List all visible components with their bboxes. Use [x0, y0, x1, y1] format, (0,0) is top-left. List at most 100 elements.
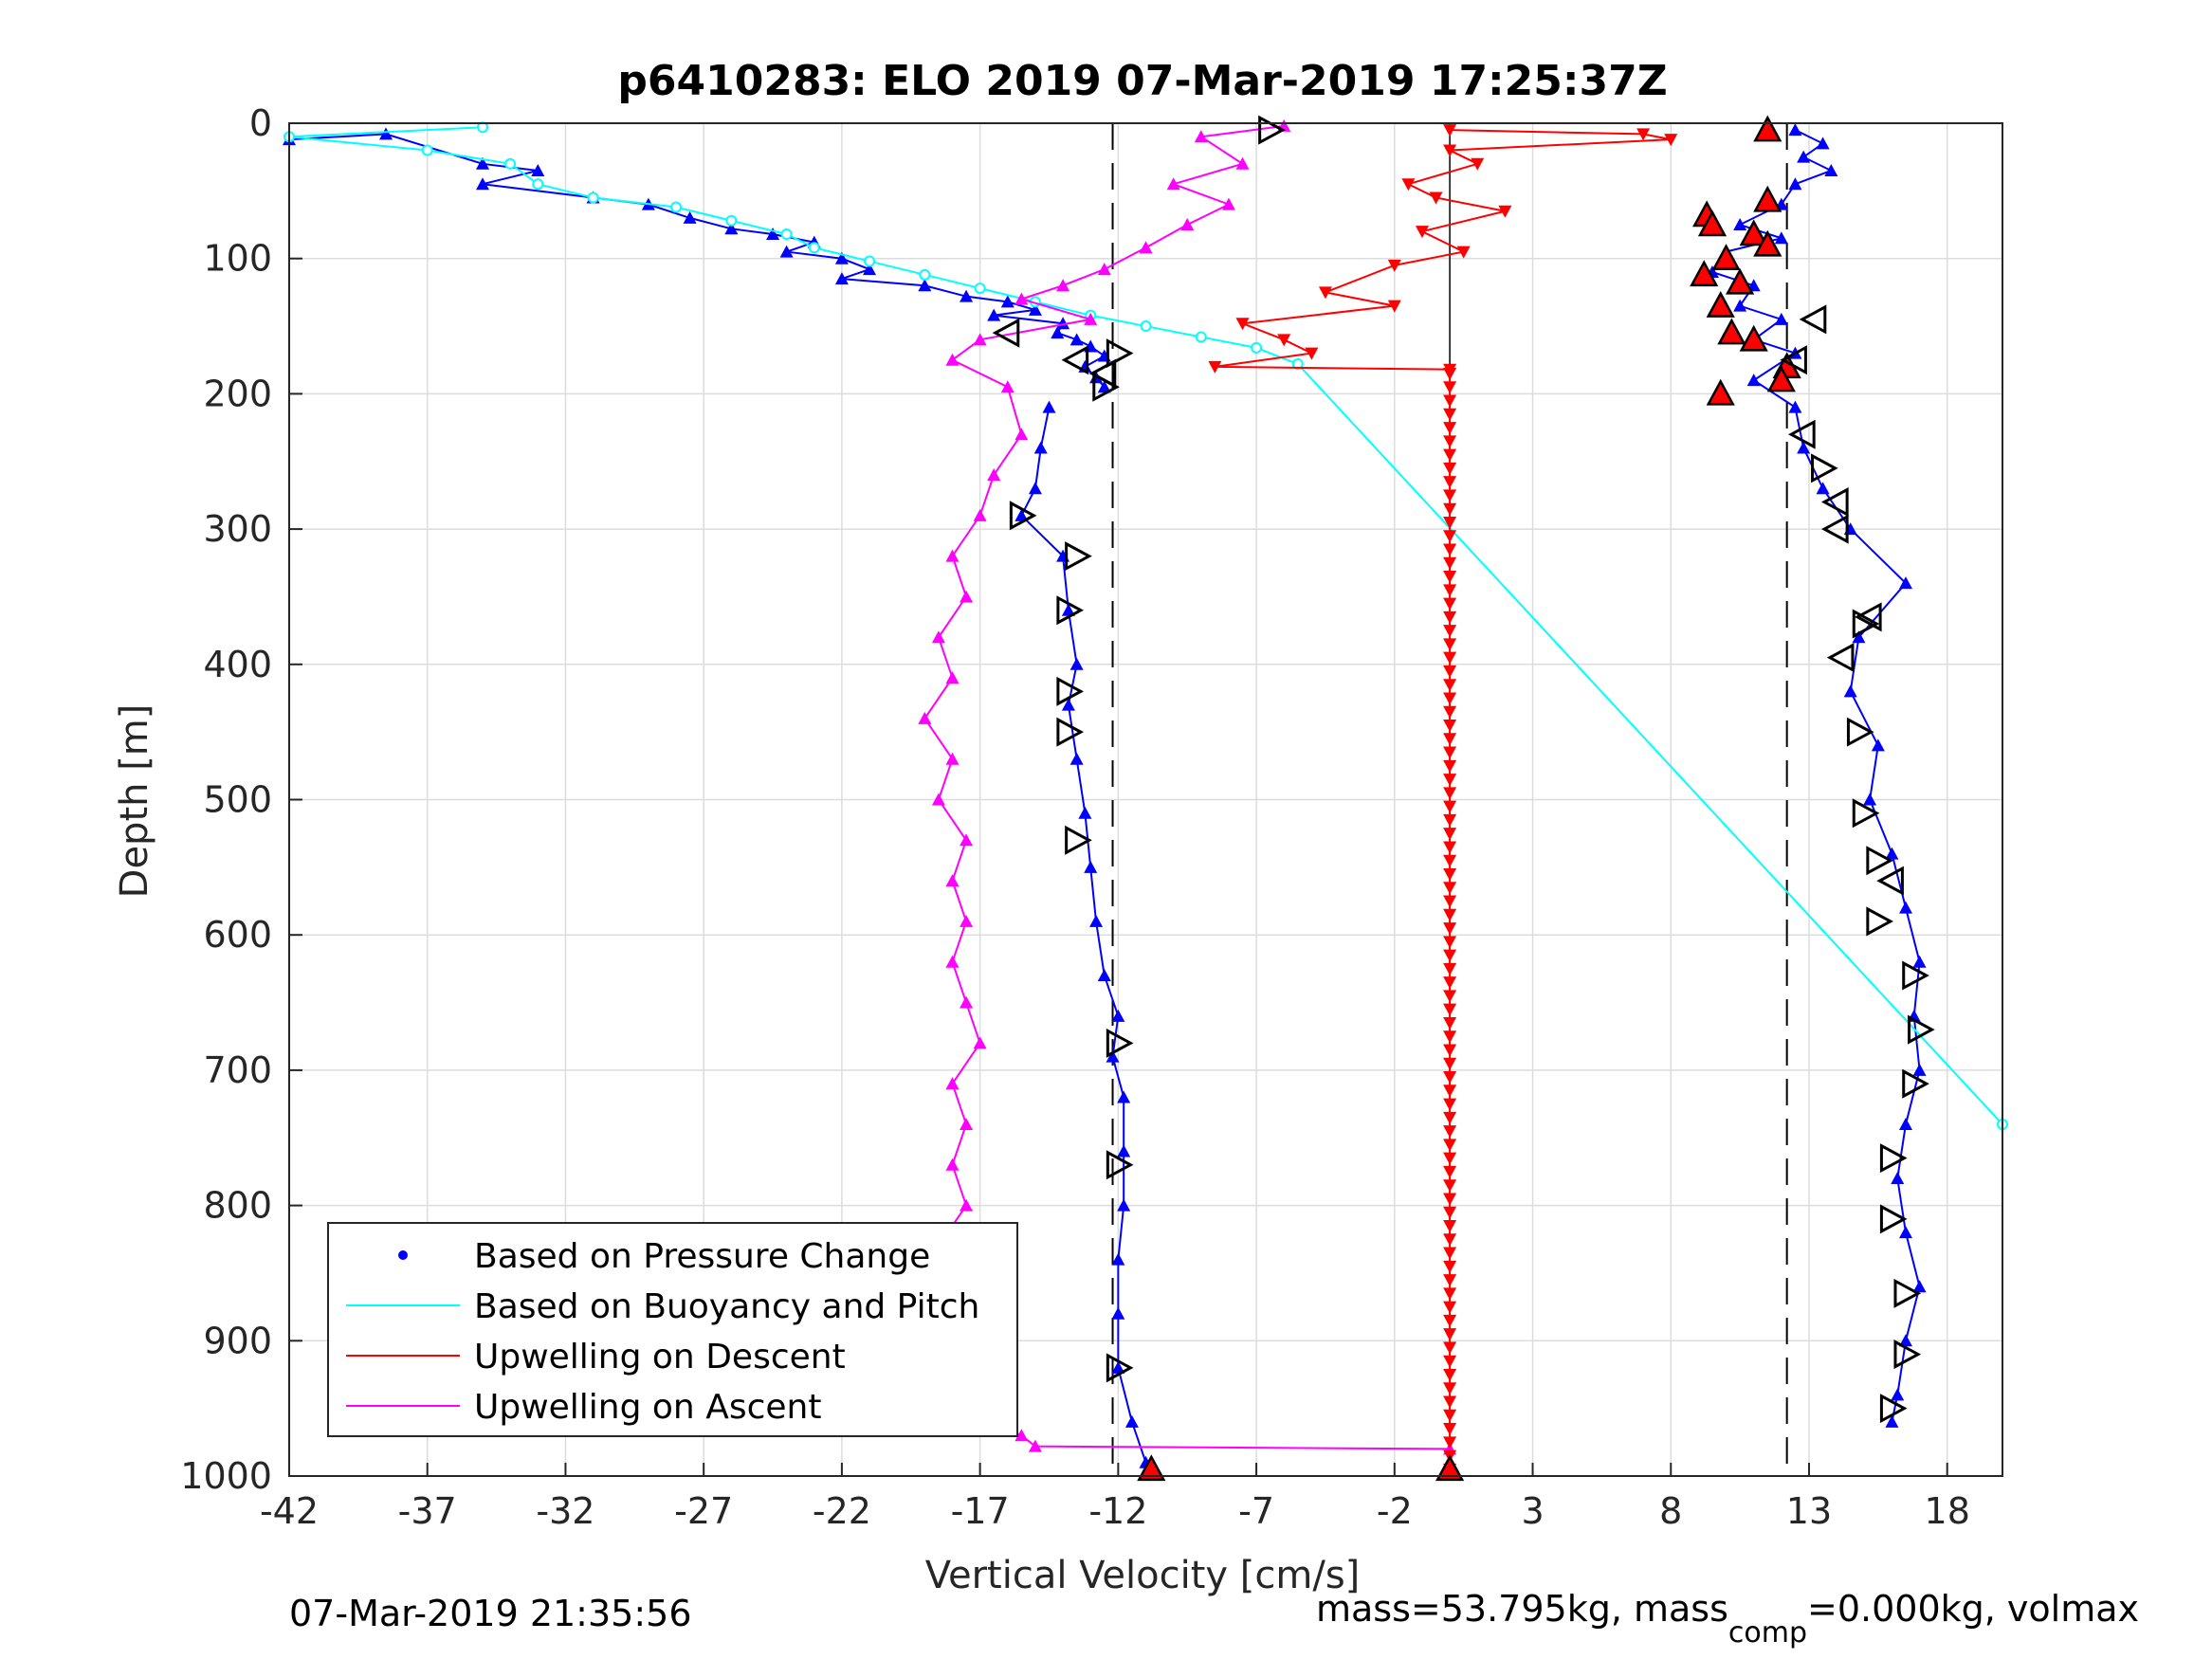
data-point	[1443, 1355, 1457, 1368]
data-point	[960, 1117, 974, 1130]
y-tick-label: 400	[203, 644, 272, 685]
data-point	[1443, 448, 1457, 462]
marker-triangle-right	[1106, 1150, 1134, 1180]
data-point	[1443, 543, 1457, 556]
x-tick-label: 3	[1521, 1490, 1544, 1532]
data-point	[1277, 334, 1291, 347]
data-point	[1912, 1063, 1927, 1076]
x-tick-label: -32	[536, 1490, 594, 1532]
data-point	[1443, 895, 1457, 908]
data-point	[1788, 400, 1802, 413]
data-point	[945, 752, 960, 765]
data-point	[1746, 374, 1761, 387]
y-tick-label: 600	[203, 914, 272, 956]
y-axis-label: Depth [m]	[113, 704, 156, 899]
marker-triangle-left	[1088, 358, 1117, 389]
data-point	[918, 279, 932, 292]
data-point	[1443, 530, 1457, 543]
descent-upwelling-stem	[1443, 367, 1457, 1463]
data-point	[1387, 300, 1401, 313]
data-point	[1139, 241, 1153, 254]
y-tick-label: 1000	[180, 1455, 272, 1497]
data-point	[1898, 576, 1912, 590]
data-point	[1852, 630, 1866, 644]
data-point	[1194, 130, 1208, 143]
marker-triangle-left	[1820, 487, 1849, 518]
data-point	[1443, 1423, 1457, 1436]
data-point	[1097, 969, 1111, 982]
series-line	[288, 133, 1106, 388]
data-point	[1443, 976, 1457, 990]
data-point	[1443, 584, 1457, 597]
data-point	[1305, 347, 1319, 360]
legend-swatch-pressure	[398, 1250, 408, 1260]
marker-triangle-up	[1137, 1454, 1166, 1482]
data-point	[960, 590, 974, 603]
data-point	[683, 210, 697, 224]
data-point	[1898, 1226, 1912, 1239]
data-point	[1443, 1057, 1457, 1070]
data-point	[1733, 299, 1747, 312]
data-point	[1443, 1179, 1457, 1193]
data-point	[1443, 1193, 1457, 1206]
x-tick-label: -27	[674, 1490, 733, 1532]
data-point	[1443, 990, 1457, 1003]
marker-triangle-right	[1846, 717, 1874, 747]
marker-triangle-up	[1753, 229, 1782, 257]
data-point	[960, 914, 974, 927]
data-point	[1912, 955, 1927, 968]
marker-triangle-right	[1879, 1143, 1908, 1174]
marker-triangle-right	[1811, 453, 1838, 483]
data-point	[973, 333, 987, 346]
data-point	[1028, 302, 1042, 316]
data-point	[1498, 205, 1512, 218]
data-point	[1443, 1111, 1457, 1124]
marker-triangle-up	[1711, 244, 1741, 270]
x-tick-label: -22	[813, 1490, 871, 1532]
data-point	[1443, 1098, 1457, 1111]
data-point	[1443, 867, 1457, 881]
data-point	[1124, 1414, 1139, 1428]
data-point	[725, 214, 738, 227]
data-point	[1443, 1328, 1457, 1341]
data-point	[808, 242, 820, 254]
data-point	[1443, 922, 1457, 936]
marker-triangle-up	[1766, 365, 1796, 392]
chart-title: p6410283: ELO 2019 07-Mar-2019 17:25:37Z	[617, 57, 1667, 105]
marker-triangle-up	[1717, 318, 1746, 345]
y-tick-label: 900	[203, 1320, 272, 1361]
marker-triangle-right	[1056, 595, 1085, 626]
marker-triangle-up	[1739, 324, 1768, 352]
data-point	[1443, 611, 1457, 624]
data-point	[1443, 1382, 1457, 1395]
data-point	[670, 201, 683, 213]
marker-layer	[992, 115, 1935, 1482]
data-point	[1788, 123, 1802, 137]
data-point	[1443, 422, 1457, 435]
data-point	[1443, 502, 1457, 516]
marker-triangle-right	[1852, 609, 1880, 639]
data-point	[1015, 292, 1029, 305]
data-point	[1443, 408, 1457, 421]
marker-triangle-right	[1893, 1278, 1922, 1308]
data-point	[1401, 178, 1416, 191]
marker-triangle-left	[1061, 345, 1089, 375]
x-tick-label: -17	[951, 1490, 1010, 1532]
footer-timestamp: 07-Mar-2019 21:35:56	[289, 1593, 692, 1634]
data-point	[1069, 333, 1084, 346]
data-point	[973, 508, 987, 521]
data-point	[1443, 476, 1457, 489]
data-point	[1443, 1274, 1457, 1287]
data-point	[1443, 1233, 1457, 1247]
data-point	[1885, 1414, 1899, 1428]
data-point	[1891, 1172, 1905, 1185]
data-point	[1443, 1260, 1457, 1273]
y-tick-label: 700	[203, 1049, 272, 1091]
data-point	[1069, 752, 1084, 765]
data-point	[1443, 597, 1457, 611]
data-point	[1863, 793, 1877, 806]
data-point	[1843, 684, 1857, 698]
data-point	[476, 177, 490, 191]
marker-triangle-up	[1690, 260, 1719, 287]
marker-triangle-left	[1799, 304, 1827, 335]
